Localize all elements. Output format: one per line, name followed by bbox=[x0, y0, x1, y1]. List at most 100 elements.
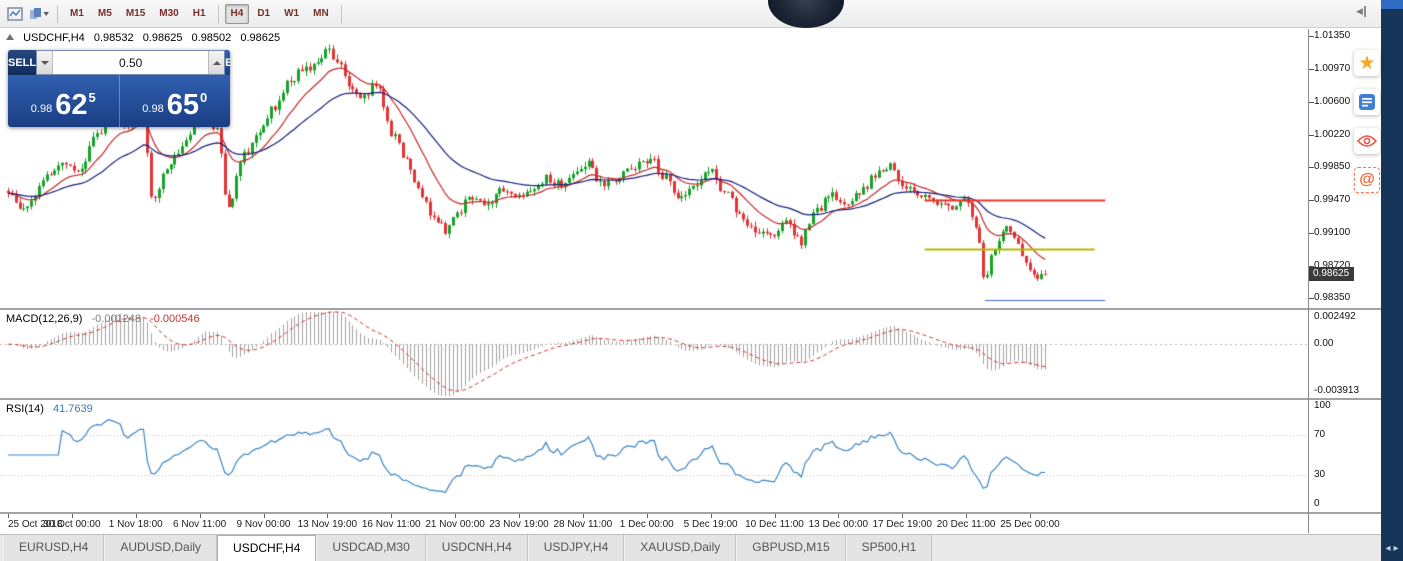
panel-separator[interactable] bbox=[0, 308, 1381, 310]
right-dock-strip: ◂ ▸ bbox=[1381, 0, 1403, 561]
scale-tick bbox=[1309, 135, 1314, 136]
timeframe-m15-button[interactable]: M15 bbox=[120, 4, 151, 24]
time-tick bbox=[583, 514, 584, 518]
macd-canvas[interactable] bbox=[0, 310, 1308, 398]
eye-protection-button[interactable] bbox=[1354, 128, 1380, 154]
timeframe-m1-button[interactable]: M1 bbox=[64, 4, 90, 24]
time-tick bbox=[72, 514, 73, 518]
collapse-panel-button[interactable]: ◀ bbox=[1356, 6, 1366, 17]
timeframe-h4-button[interactable]: H4 bbox=[224, 3, 250, 24]
time-tick bbox=[902, 514, 903, 518]
time-tick bbox=[775, 514, 776, 518]
time-axis-label: 6 Nov 11:00 bbox=[173, 519, 227, 530]
rsi-scale-label: 30 bbox=[1314, 468, 1326, 480]
time-tick bbox=[136, 514, 137, 518]
time-axis-label: 23 Nov 19:00 bbox=[489, 519, 549, 530]
time-axis[interactable]: 25 Oct 2018 30 Oct 00:00 1 Nov 18:00 6 Nov … bbox=[0, 514, 1381, 533]
time-axis-label: 30 Oct 00:00 bbox=[43, 519, 101, 530]
time-axis-label: 21 Nov 00:00 bbox=[425, 519, 485, 530]
time-axis-label: 17 Dec 19:00 bbox=[872, 519, 933, 530]
price-panel-header: USDCHF,H4 0.98532 0.98625 0.98502 0.9862… bbox=[6, 32, 286, 44]
macd-scale-label: -0.003913 bbox=[1314, 385, 1360, 396]
time-axis-label: 5 Dec 19:00 bbox=[683, 519, 738, 530]
price-scale-label: 1.00220 bbox=[1314, 129, 1351, 140]
list-icon bbox=[1359, 94, 1375, 110]
chart-tab-audusd-daily[interactable]: AUDUSD,Daily bbox=[104, 535, 218, 561]
panel-separator[interactable] bbox=[0, 512, 1381, 514]
rsi-canvas[interactable] bbox=[0, 400, 1308, 512]
chart-window-icon[interactable] bbox=[4, 3, 26, 25]
chart-tab-usdjpy-h4[interactable]: USDJPY,H4 bbox=[527, 535, 625, 561]
trade-panel-toggle-icon[interactable] bbox=[6, 34, 14, 40]
macd-scale-label: 0.002492 bbox=[1314, 311, 1356, 322]
timeframe-m30-button[interactable]: M30 bbox=[153, 4, 184, 24]
time-axis-label: 9 Nov 00:00 bbox=[236, 519, 291, 530]
chart-tab-usdchf-h4[interactable]: USDCHF,H4 bbox=[217, 535, 317, 561]
rsi-scale[interactable]: 100 70 30 0 bbox=[1308, 400, 1381, 512]
time-tick bbox=[838, 514, 839, 518]
price-scale-label: 1.01350 bbox=[1314, 30, 1351, 41]
scroll-right-icon[interactable]: ▸ bbox=[1393, 543, 1399, 554]
price-scale-label: 1.00970 bbox=[1314, 63, 1351, 74]
time-tick bbox=[1030, 514, 1031, 518]
price-scale-label: 0.98720 bbox=[1314, 260, 1351, 271]
toolbar-separator bbox=[57, 4, 58, 23]
time-axis-label: 28 Nov 11:00 bbox=[553, 519, 613, 530]
chart-tab-eurusd-h4[interactable]: EURUSD,H4 bbox=[3, 535, 105, 561]
rsi-scale-label: 70 bbox=[1314, 429, 1326, 441]
price-panel: 1.01350 1.00970 1.00600 1.00220 0.99850 0.994… bbox=[0, 29, 1381, 308]
timeframe-mn-button[interactable]: MN bbox=[307, 4, 335, 24]
chart-tab-sp500-h1[interactable]: SP500,H1 bbox=[845, 535, 933, 561]
buy-button[interactable]: BUY bbox=[225, 50, 230, 75]
macd-signal-value: -0.000546 bbox=[150, 313, 200, 325]
time-axis-label: 1 Nov 18:00 bbox=[108, 519, 163, 530]
bid-prefix: 0.98 bbox=[30, 103, 53, 115]
chart-tab-gbpusd-m15[interactable]: GBPUSD,M15 bbox=[736, 535, 846, 561]
current-price-badge: 0.98625 bbox=[1308, 267, 1355, 281]
rsi-panel: 100 70 30 0 RSI(14) 41.7639 bbox=[0, 400, 1381, 512]
chart-tab-usdcad-m30[interactable]: USDCAD,M30 bbox=[316, 535, 426, 561]
panel-separator[interactable] bbox=[0, 398, 1381, 400]
time-tick bbox=[200, 514, 201, 518]
apps-list-button[interactable] bbox=[1354, 89, 1380, 115]
chart-mode-dropdown-icon[interactable] bbox=[26, 3, 52, 25]
chart-area: 1.01350 1.00970 1.00600 1.00220 0.99850 0.994… bbox=[0, 29, 1381, 533]
scale-tick bbox=[1309, 69, 1314, 70]
chart-tab-usdcnh-h4[interactable]: USDCNH,H4 bbox=[425, 535, 528, 561]
timeframe-buttons: M1 M5 M15 M30 H1 H4 D1 W1 MN bbox=[63, 3, 347, 24]
rsi-header: RSI(14) 41.7639 bbox=[6, 403, 99, 415]
bid-price[interactable]: 0.98 62 5 bbox=[8, 75, 120, 127]
rsi-scale-label: 0 bbox=[1314, 498, 1320, 509]
ohlc-low: 0.98502 bbox=[191, 32, 232, 44]
price-scale[interactable]: 1.01350 1.00970 1.00600 1.00220 0.99850 0.994… bbox=[1308, 29, 1381, 308]
time-tick bbox=[966, 514, 967, 518]
scale-tick bbox=[1309, 233, 1314, 234]
price-scale-label: 0.98350 bbox=[1314, 292, 1351, 303]
favorites-star-button[interactable]: ★ bbox=[1354, 50, 1380, 76]
dock-accent bbox=[1381, 0, 1403, 9]
scale-tick bbox=[1309, 298, 1314, 299]
at-icon: @ bbox=[1359, 171, 1375, 188]
timeframe-d1-button[interactable]: D1 bbox=[251, 4, 276, 24]
chart-tab-xauusd-daily[interactable]: XAUUSD,Daily bbox=[624, 535, 737, 561]
time-axis-label: 25 Oct 2018 bbox=[8, 519, 63, 530]
time-tick bbox=[455, 514, 456, 518]
mention-button[interactable]: @ bbox=[1354, 167, 1380, 193]
ask-price[interactable]: 0.98 65 0 bbox=[120, 75, 231, 127]
timeframe-w1-button[interactable]: W1 bbox=[278, 4, 305, 24]
ohlc-open: 0.98532 bbox=[93, 32, 134, 44]
timeframe-h1-button[interactable]: H1 bbox=[187, 4, 212, 24]
macd-scale[interactable]: 0.002492 0.00 -0.003913 bbox=[1308, 310, 1381, 398]
sell-button[interactable]: SELL bbox=[8, 50, 37, 75]
volume-input[interactable] bbox=[53, 51, 209, 74]
toolbar: M1 M5 M15 M30 H1 H4 D1 W1 MN bbox=[0, 0, 1381, 28]
scroll-left-icon[interactable]: ◂ bbox=[1385, 543, 1391, 554]
trade-panel-controls: SELL BUY bbox=[8, 50, 230, 75]
dock-nav: ◂ ▸ bbox=[1381, 544, 1403, 554]
time-tick bbox=[8, 514, 9, 518]
volume-decrease-button[interactable] bbox=[37, 51, 54, 74]
volume-increase-button[interactable] bbox=[208, 51, 225, 74]
toolbar-separator bbox=[217, 4, 219, 23]
timeframe-m5-button[interactable]: M5 bbox=[92, 4, 118, 24]
ohlc-high: 0.98625 bbox=[142, 32, 183, 44]
